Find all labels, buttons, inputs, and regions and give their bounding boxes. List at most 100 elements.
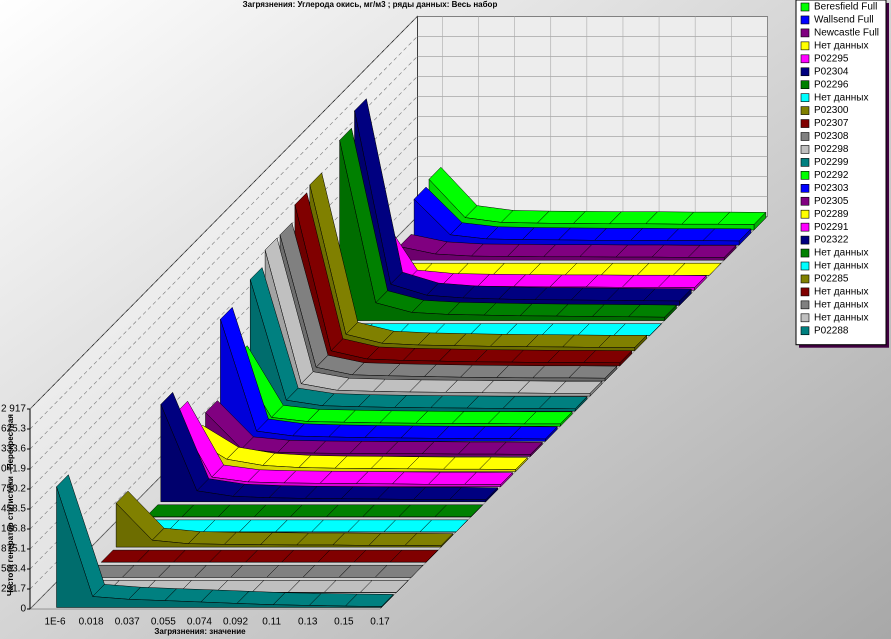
series	[56, 474, 394, 609]
ribbon-front	[294, 204, 621, 367]
legend-swatch	[800, 158, 810, 167]
legend-label: Нет данных	[814, 92, 868, 103]
legend-swatch	[800, 222, 810, 232]
ribbon-front	[339, 140, 665, 321]
legend: Beresfield Full Wallsend Full Newcastle Fu…	[795, 0, 889, 348]
x-tick-label: 0.037	[115, 617, 140, 628]
x-tick-label: 0.13	[298, 617, 318, 628]
ribbon-front	[56, 486, 382, 608]
series	[160, 391, 499, 503]
y-tick-label: 0	[20, 604, 26, 615]
x-tick-label: 0.17	[370, 617, 390, 628]
legend-swatch	[800, 28, 810, 38]
series	[190, 424, 529, 473]
ribbon-front	[249, 279, 576, 412]
legend-label: Нет данных	[814, 299, 868, 310]
legend-swatch	[800, 106, 810, 115]
ribbon-end	[649, 323, 662, 336]
legend-swatch	[800, 313, 810, 323]
legend-label: P02289	[814, 209, 849, 220]
series	[145, 504, 484, 518]
grid-line	[29, 16, 418, 410]
ribbon-front	[220, 319, 546, 442]
legend-swatch	[800, 54, 810, 64]
series	[398, 234, 737, 261]
legend-label: P02304	[814, 66, 849, 77]
ribbon-end	[396, 580, 409, 593]
ribbon-front	[160, 404, 487, 503]
y-tick-label: 2 917	[1, 404, 26, 415]
legend-label: Wallsend Full	[814, 15, 874, 26]
legend-swatch	[800, 248, 810, 258]
legend-swatch	[800, 196, 810, 206]
series	[249, 267, 588, 412]
legend-label: P02298	[814, 144, 849, 155]
legend-label: Newcastle Full	[814, 28, 879, 39]
x-tick-label: 1E-6	[44, 617, 66, 628]
x-tick-label: 0.092	[223, 617, 248, 628]
ribbon-front	[264, 249, 591, 397]
legend-label: Нет данных	[814, 40, 868, 51]
series	[413, 186, 752, 246]
legend-swatch	[800, 184, 810, 193]
legend-label: P02300	[814, 105, 849, 116]
legend-label: P02308	[814, 131, 849, 142]
x-axis-label: Загрязнения: значение	[154, 627, 246, 636]
legend-swatch	[800, 171, 810, 180]
legend-label: P02295	[814, 53, 849, 64]
y-tick-label: 041.9	[1, 464, 26, 475]
ribbon-front	[309, 184, 636, 352]
legend-swatch	[800, 145, 810, 154]
series	[115, 490, 454, 548]
y-axis-label: Частота генератор статистики - Перекрест…	[6, 414, 15, 596]
grid-line	[29, 76, 418, 470]
legend-label: Beresfield Full	[814, 2, 877, 13]
y-tick-label: 291.7	[1, 584, 26, 595]
legend-swatch	[800, 287, 810, 297]
legend-swatch	[800, 41, 810, 51]
y-tick-label: 458.5	[1, 504, 26, 515]
legend-swatch	[800, 15, 810, 25]
ribbon-front	[115, 502, 442, 548]
ribbon-end	[455, 519, 469, 533]
y-tick-label: 583.4	[1, 564, 26, 575]
x-tick-label: 0.11	[262, 617, 281, 628]
legend-label: Нет данных	[814, 312, 868, 323]
y-tick-label: 750.2	[1, 484, 26, 495]
legend-swatch	[800, 67, 810, 77]
legend-swatch	[800, 300, 810, 310]
legend-swatch	[800, 119, 810, 128]
ribbon-end	[470, 504, 483, 518]
series	[339, 127, 678, 322]
legend-swatch	[800, 2, 810, 12]
series	[85, 564, 424, 578]
series	[279, 222, 618, 382]
legend-label: P02303	[814, 183, 849, 194]
legend-swatch	[800, 209, 810, 219]
legend-label: P02299	[814, 157, 849, 168]
ribbon-front	[354, 110, 680, 306]
y-tick-label: 625.3	[1, 424, 26, 435]
legend-label: Нет данных	[814, 261, 868, 272]
ribbon-front	[398, 246, 725, 261]
legend-label: P02307	[814, 118, 849, 129]
legend-swatch	[800, 80, 810, 89]
y-tick-label: 875.1	[1, 544, 26, 555]
x-tick-label: 0.074	[187, 617, 212, 628]
legend-label: P02292	[814, 170, 849, 181]
legend-label: P02285	[814, 274, 849, 285]
ribbon-end	[426, 549, 439, 563]
ribbon-end	[411, 565, 424, 578]
series	[309, 172, 648, 352]
legend-label: P02288	[814, 325, 849, 336]
ribbon-front	[413, 198, 740, 246]
legend-label: Нет данных	[814, 287, 868, 298]
legend-label: P02296	[814, 79, 849, 90]
grid-line	[29, 56, 418, 450]
legend-label: P02305	[814, 196, 849, 207]
legend-label: P02322	[814, 235, 849, 246]
legend-swatch	[800, 132, 810, 141]
legend-swatch	[800, 326, 810, 336]
legend-label: Нет данных	[814, 248, 868, 259]
